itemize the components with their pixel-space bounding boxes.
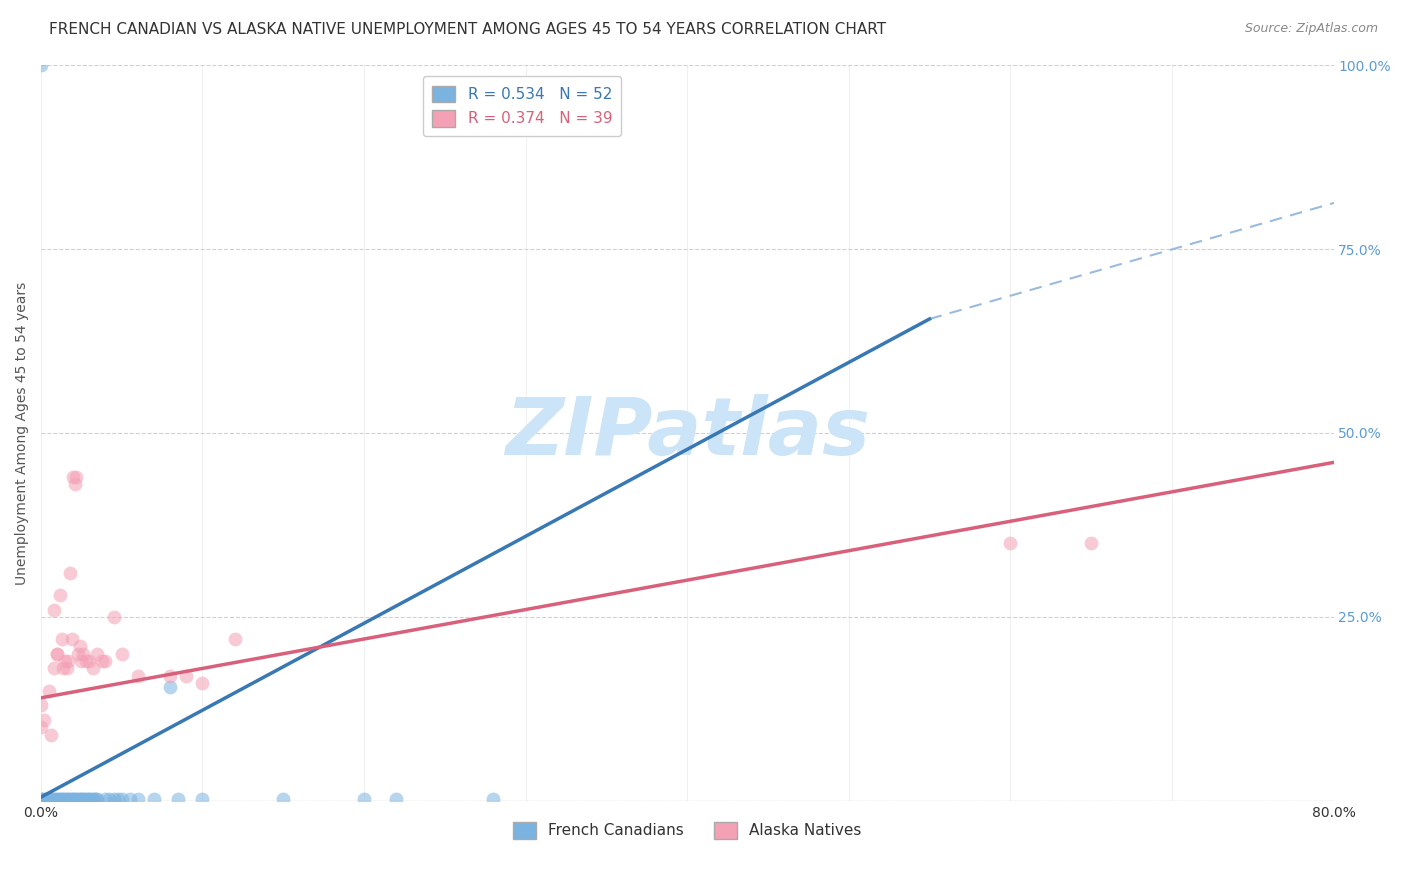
Point — [167, 792, 190, 806]
Point — [59, 792, 82, 806]
Point — [75, 654, 97, 668]
Point — [84, 792, 107, 806]
Legend: French Canadians, Alaska Natives: French Canadians, Alaska Natives — [506, 816, 868, 845]
Point — [103, 610, 125, 624]
Point — [69, 792, 91, 806]
Point — [30, 58, 52, 72]
Point — [86, 647, 108, 661]
Point — [39, 792, 62, 806]
Text: ZIPatlas: ZIPatlas — [505, 394, 870, 472]
Point — [82, 792, 104, 806]
Point — [44, 792, 66, 806]
Point — [70, 654, 93, 668]
Point — [66, 647, 89, 661]
Point — [66, 792, 89, 806]
Point — [191, 792, 214, 806]
Point — [52, 661, 75, 675]
Point — [49, 792, 72, 806]
Point — [39, 728, 62, 742]
Point — [142, 792, 165, 806]
Point — [72, 647, 94, 661]
Point — [30, 792, 52, 806]
Point — [385, 792, 408, 806]
Point — [63, 792, 86, 806]
Text: Source: ZipAtlas.com: Source: ZipAtlas.com — [1244, 22, 1378, 36]
Point — [59, 566, 82, 580]
Point — [76, 792, 98, 806]
Point — [482, 792, 505, 806]
Point — [42, 661, 65, 675]
Point — [53, 792, 76, 806]
Point — [191, 676, 214, 690]
Point — [38, 683, 60, 698]
Point — [30, 698, 52, 713]
Point — [41, 792, 63, 806]
Point — [72, 792, 94, 806]
Point — [55, 661, 77, 675]
Point — [60, 792, 83, 806]
Point — [58, 654, 80, 668]
Point — [51, 792, 73, 806]
Point — [86, 792, 108, 806]
Text: FRENCH CANADIAN VS ALASKA NATIVE UNEMPLOYMENT AMONG AGES 45 TO 54 YEARS CORRELAT: FRENCH CANADIAN VS ALASKA NATIVE UNEMPLO… — [49, 22, 886, 37]
Point — [48, 792, 70, 806]
Point — [46, 647, 69, 661]
Point — [52, 792, 75, 806]
Point — [174, 669, 197, 683]
Point — [110, 647, 132, 661]
Point — [46, 647, 69, 661]
Point — [94, 654, 117, 668]
Point — [127, 792, 149, 806]
Point — [79, 792, 101, 806]
Point — [83, 792, 105, 806]
Point — [91, 654, 114, 668]
Point — [32, 713, 55, 727]
Point — [38, 792, 60, 806]
Point — [75, 792, 97, 806]
Point — [353, 792, 375, 806]
Point — [53, 654, 76, 668]
Point — [69, 640, 91, 654]
Point — [60, 632, 83, 646]
Point — [49, 588, 72, 602]
Point — [107, 792, 129, 806]
Point — [32, 792, 55, 806]
Point — [30, 720, 52, 734]
Point — [62, 470, 84, 484]
Point — [73, 792, 96, 806]
Point — [103, 792, 125, 806]
Y-axis label: Unemployment Among Ages 45 to 54 years: Unemployment Among Ages 45 to 54 years — [15, 281, 30, 584]
Point — [70, 792, 93, 806]
Point — [118, 792, 141, 806]
Point — [34, 792, 56, 806]
Point — [63, 477, 86, 491]
Point — [159, 680, 181, 694]
Point — [37, 792, 59, 806]
Point — [1000, 536, 1022, 550]
Point — [42, 792, 65, 806]
Point — [94, 792, 117, 806]
Point — [1080, 536, 1102, 550]
Point — [80, 792, 103, 806]
Point — [46, 792, 69, 806]
Point — [82, 661, 104, 675]
Point — [55, 792, 77, 806]
Point — [51, 632, 73, 646]
Point — [65, 470, 87, 484]
Point — [65, 792, 87, 806]
Point — [79, 654, 101, 668]
Point — [271, 792, 294, 806]
Point — [159, 669, 181, 683]
Point — [224, 632, 246, 646]
Point — [97, 792, 120, 806]
Point — [31, 792, 53, 806]
Point — [110, 792, 132, 806]
Point — [62, 792, 84, 806]
Point — [58, 792, 80, 806]
Point — [42, 602, 65, 616]
Point — [127, 669, 149, 683]
